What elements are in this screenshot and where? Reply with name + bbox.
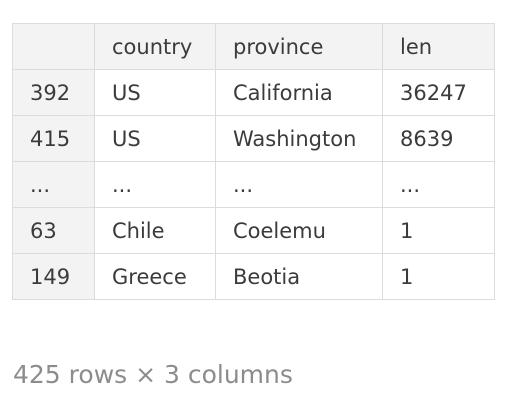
cell-country: ...: [95, 162, 216, 208]
table-row: 415 US Washington 8639: [13, 116, 495, 162]
row-index: 392: [13, 70, 95, 116]
cell-province: Coelemu: [216, 208, 383, 254]
row-index: 63: [13, 208, 95, 254]
cell-province: Beotia: [216, 254, 383, 300]
cell-province: ...: [216, 162, 383, 208]
cell-province: Washington: [216, 116, 383, 162]
table-body: 392 US California 36247 415 US Washingto…: [13, 70, 495, 300]
cell-country: Greece: [95, 254, 216, 300]
table-row: 392 US California 36247: [13, 70, 495, 116]
cell-len: 36247: [383, 70, 495, 116]
index-header: [13, 24, 95, 70]
row-index: ...: [13, 162, 95, 208]
cell-len: 1: [383, 254, 495, 300]
column-header-len: len: [383, 24, 495, 70]
table-header: country province len: [13, 24, 495, 70]
table-row: 63 Chile Coelemu 1: [13, 208, 495, 254]
ellipsis-row: ... ... ... ...: [13, 162, 495, 208]
cell-len: ...: [383, 162, 495, 208]
cell-country: US: [95, 70, 216, 116]
dataframe-table: country province len 392 US California 3…: [12, 23, 495, 300]
cell-len: 1: [383, 208, 495, 254]
cell-country: US: [95, 116, 216, 162]
cell-province: California: [216, 70, 383, 116]
table-row: 149 Greece Beotia 1: [13, 254, 495, 300]
cell-country: Chile: [95, 208, 216, 254]
column-header-country: country: [95, 24, 216, 70]
row-index: 415: [13, 116, 95, 162]
cell-len: 8639: [383, 116, 495, 162]
column-header-province: province: [216, 24, 383, 70]
header-row: country province len: [13, 24, 495, 70]
row-index: 149: [13, 254, 95, 300]
dataframe-shape-text: 425 rows × 3 columns: [13, 360, 293, 389]
